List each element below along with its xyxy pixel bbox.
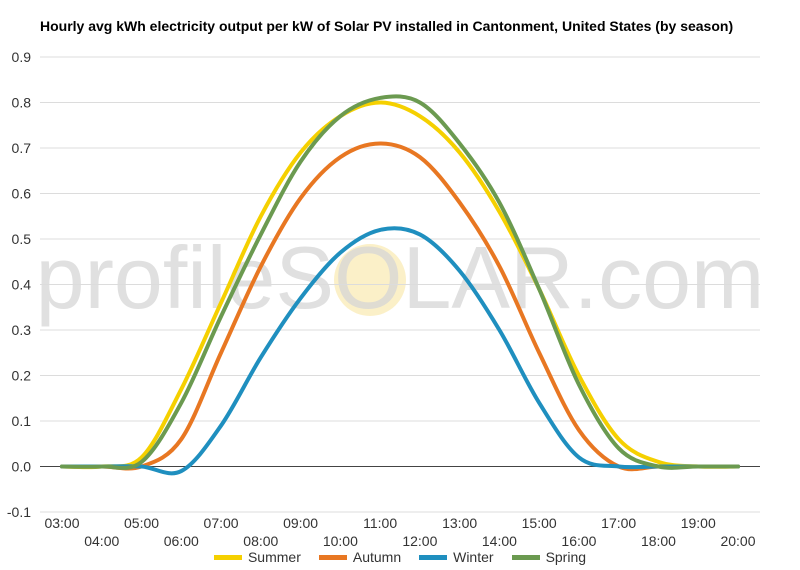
legend: Summer Autumn Winter Spring: [0, 549, 800, 565]
x-tick-label: 14:00: [482, 533, 517, 549]
series-line-summer: [60, 100, 740, 470]
x-tick-label: 07:00: [204, 515, 239, 531]
y-tick-label: 0.8: [12, 95, 32, 111]
legend-item-autumn[interactable]: Autumn: [318, 549, 402, 565]
x-tick-label: 20:00: [720, 533, 755, 549]
x-tick-label: 13:00: [442, 515, 477, 531]
y-tick-label: 0.7: [12, 140, 32, 156]
watermark: profileSOLAR.com: [36, 228, 765, 327]
series-line-spring: [60, 94, 740, 470]
watermark-text: profileSOLAR.com: [36, 228, 765, 327]
legend-swatch: [419, 554, 448, 560]
x-tick-label: 10:00: [323, 533, 358, 549]
legend-label: Spring: [545, 549, 587, 565]
legend-swatch: [213, 554, 242, 560]
legend-label: Summer: [247, 549, 301, 565]
x-tick-label: 09:00: [283, 515, 318, 531]
y-tick-label: 0.2: [12, 368, 32, 384]
y-tick-label: 0.1: [12, 413, 32, 429]
chart-title: Hourly avg kWh electricity output per kW…: [40, 18, 734, 34]
y-tick-label: 0.6: [12, 186, 32, 202]
x-tick-label: 05:00: [124, 515, 159, 531]
y-tick-label: 0.0: [12, 459, 32, 475]
x-tick-label: 03:00: [44, 515, 79, 531]
series-lines: [60, 94, 740, 476]
legend-label: Autumn: [352, 549, 402, 565]
x-tick-label: 12:00: [402, 533, 437, 549]
legend-swatch: [511, 554, 540, 560]
x-tick-label: 16:00: [561, 533, 596, 549]
y-tick-label: 0.5: [12, 231, 32, 247]
x-tick-label: 06:00: [164, 533, 199, 549]
grid-lines: [40, 56, 760, 513]
x-tick-label: 11:00: [363, 515, 397, 531]
legend-item-summer[interactable]: Summer: [213, 549, 301, 565]
watermark-sun: [334, 244, 406, 316]
series-line-winter: [60, 226, 740, 476]
y-tick-label: 0.3: [12, 322, 32, 338]
y-tick-label: 0.9: [12, 49, 32, 65]
x-tick-label: 17:00: [601, 515, 636, 531]
x-tick-label: 19:00: [681, 515, 716, 531]
x-tick-label: 08:00: [243, 533, 278, 549]
legend-item-winter[interactable]: Winter: [419, 549, 494, 565]
y-axis-ticks: -0.1 0.0 0.1 0.2 0.3 0.4 0.5 0.6 0.7 0.8 0.9: [7, 49, 31, 520]
legend-item-spring[interactable]: Spring: [511, 549, 587, 565]
x-tick-label: 04:00: [84, 533, 119, 549]
y-tick-label: -0.1: [7, 504, 31, 520]
legend-swatch: [318, 554, 347, 560]
x-tick-label: 18:00: [641, 533, 676, 549]
legend-label: Winter: [453, 549, 494, 565]
x-axis-ticks: 03:00 05:00 07:00 09:00 11:00 13:00 15:00 17:00…: [44, 515, 755, 549]
x-tick-label: 15:00: [522, 515, 557, 531]
y-tick-label: 0.4: [12, 277, 32, 293]
